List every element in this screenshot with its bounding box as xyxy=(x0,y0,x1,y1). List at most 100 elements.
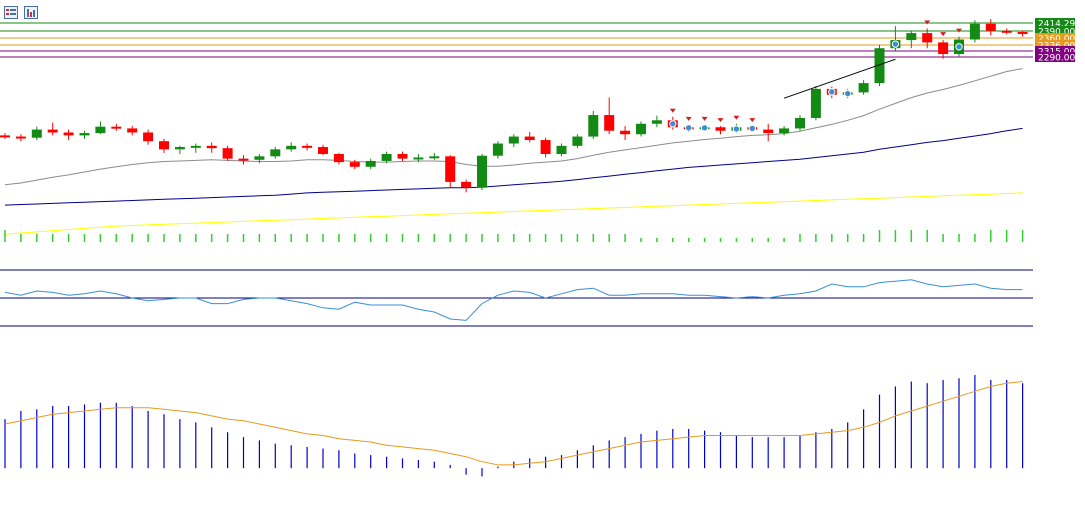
candle-body xyxy=(651,120,662,124)
candle-body xyxy=(556,145,567,154)
level-tag-box xyxy=(1035,26,1075,36)
volume-bar xyxy=(687,238,690,242)
volume-bar xyxy=(465,234,467,242)
trend-line xyxy=(783,58,896,99)
level-tag-box xyxy=(1035,52,1075,62)
candle-body xyxy=(222,148,233,159)
candle-body xyxy=(1001,30,1012,33)
volume-bar xyxy=(862,234,865,242)
ma-mid-line xyxy=(4,127,1023,206)
volume-bar xyxy=(36,234,38,242)
signal-dot xyxy=(685,124,693,132)
level-tag-box xyxy=(1035,18,1075,28)
candle-body xyxy=(810,88,821,118)
candle-body xyxy=(620,130,631,135)
volume-bar xyxy=(958,234,960,242)
volume-bar xyxy=(656,238,658,242)
volume-bar xyxy=(560,234,563,242)
candle-body xyxy=(985,23,996,31)
chart-bar-icon[interactable] xyxy=(24,4,38,19)
volume-bar xyxy=(179,234,181,242)
candle-body xyxy=(969,23,980,40)
level-tag: 2390.00 xyxy=(1035,26,1075,38)
volume-bar xyxy=(528,234,531,242)
volume-bar xyxy=(576,234,579,242)
volume-bar xyxy=(83,234,86,242)
level-tag-label: 2360.00 xyxy=(1038,35,1075,45)
candle-body xyxy=(127,128,138,133)
candle-body xyxy=(572,136,583,146)
candle-body xyxy=(302,145,313,148)
signal-down-arrow xyxy=(940,32,947,37)
volume-bar xyxy=(417,234,420,242)
level-tag-label: 2290.00 xyxy=(1038,54,1075,64)
volume-bar xyxy=(783,238,785,242)
candle-body xyxy=(270,149,281,157)
volume-bar xyxy=(767,238,769,242)
candle-body xyxy=(111,126,122,129)
volume-bar xyxy=(449,234,451,242)
volume-bar xyxy=(751,238,754,242)
candle-body xyxy=(79,133,90,136)
signal-down-arrow xyxy=(685,116,692,121)
volume-bar xyxy=(878,230,881,242)
candle-body xyxy=(318,147,328,154)
candle-body xyxy=(174,147,185,150)
volume-bar xyxy=(354,234,356,242)
signal-dot xyxy=(700,124,709,132)
candle-body xyxy=(588,115,599,137)
candle-body xyxy=(445,156,456,182)
level-tag-box xyxy=(1035,33,1075,43)
candle-body xyxy=(381,153,392,161)
ma-slow-line xyxy=(4,192,1023,235)
candle-body xyxy=(938,42,949,55)
candle-body xyxy=(492,143,503,156)
volume-bar xyxy=(322,234,324,242)
volume-bar xyxy=(210,234,213,242)
volume-bar xyxy=(115,234,118,242)
candle-body xyxy=(461,181,472,188)
candle-body xyxy=(874,48,885,84)
volume-bar xyxy=(481,234,483,242)
volume-bar xyxy=(719,238,722,242)
volume-bar xyxy=(51,234,54,242)
macd-panel xyxy=(4,375,1024,477)
candle-body xyxy=(333,153,344,163)
signal-dot xyxy=(891,40,900,48)
volume-bar xyxy=(258,234,261,242)
volume-bar xyxy=(926,230,928,242)
candle-body xyxy=(906,33,917,41)
signal-dot xyxy=(844,89,852,98)
volume-bar xyxy=(306,234,308,242)
volume-bar xyxy=(290,234,292,242)
volume-bar xyxy=(67,234,70,242)
volume-bar xyxy=(672,238,674,242)
level-tag-box xyxy=(1035,40,1075,50)
chart-list-icon[interactable] xyxy=(4,4,18,19)
candle-body xyxy=(858,83,869,93)
candle-body xyxy=(508,136,519,144)
volume-bar xyxy=(815,234,817,242)
price-panel: 2414.292390.002360.002336.002315.002290.… xyxy=(0,18,1075,235)
signal-dot xyxy=(732,125,741,133)
volume-bar xyxy=(497,234,499,242)
rsi-line xyxy=(4,279,1023,321)
chart-toolbar xyxy=(4,4,38,20)
level-tag: 2290.00 xyxy=(1035,52,1075,64)
signal-down-arrow xyxy=(733,115,740,120)
signal-dot xyxy=(828,88,836,96)
candle-body xyxy=(159,141,169,150)
candle-body xyxy=(47,129,58,133)
candle-body xyxy=(540,140,551,154)
volume-bar xyxy=(195,234,197,242)
volume-bar xyxy=(831,234,833,242)
volume-bar xyxy=(799,234,801,242)
candle-body xyxy=(95,126,106,134)
rsi-panel xyxy=(0,269,1033,327)
candle-body xyxy=(31,129,42,138)
candle-body xyxy=(190,145,201,148)
volume-bar xyxy=(513,234,515,242)
volume-bar xyxy=(401,234,404,242)
candle-body xyxy=(524,136,535,141)
signal-dot xyxy=(955,43,963,51)
